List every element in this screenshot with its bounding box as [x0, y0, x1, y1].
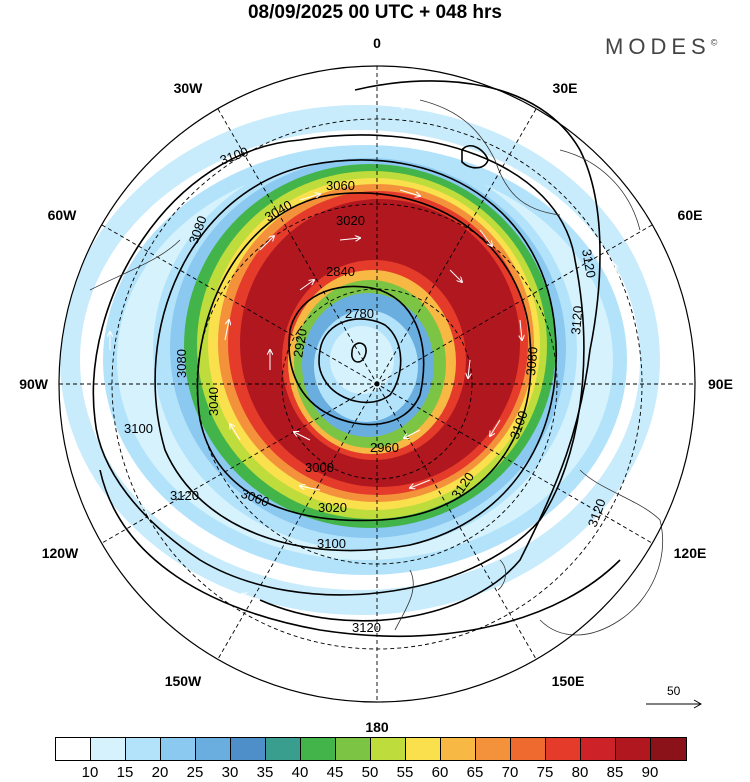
colorbar-swatch [511, 738, 546, 760]
colorbar-swatch [266, 738, 301, 760]
colorbar-tick-label: 70 [501, 764, 519, 781]
contour-label: 3040 [206, 387, 221, 416]
colorbar-tick-label: 75 [536, 764, 554, 781]
copyright-mark: © [710, 37, 718, 48]
colorbar-tick-label: 45 [326, 764, 344, 781]
colorbar-swatch [651, 738, 686, 760]
colorbar-swatch [161, 738, 196, 760]
lon-label-120e: 120E [674, 545, 707, 561]
contour-label: 2780 [345, 306, 374, 321]
contour-label: 3020 [336, 213, 365, 228]
coastlines [89, 99, 663, 636]
height-contours [92, 80, 621, 637]
contour-label: 2960 [370, 440, 399, 455]
lon-label-0: 0 [373, 35, 381, 51]
lon-label-60e: 60E [678, 207, 703, 223]
lon-label-150w: 150W [165, 673, 202, 689]
contour-label: 3080 [523, 346, 540, 376]
colorbar-swatch [231, 738, 266, 760]
colorbar-tick-label: 80 [571, 764, 589, 781]
colorbar-swatch [616, 738, 651, 760]
contour-label: 3000 [305, 460, 334, 475]
contour-label: 2920 [290, 327, 310, 358]
lon-label-90e: 90E [708, 376, 733, 392]
contour-label: 3020 [318, 500, 347, 515]
reference-vector-label: 50 [667, 684, 681, 698]
colorbar-swatch [581, 738, 616, 760]
map-title: 08/09/2025 00 UTC + 048 hrs [247, 2, 503, 23]
globe-outline [58, 65, 696, 703]
reference-vector [646, 699, 703, 709]
colorbar-swatch [196, 738, 231, 760]
colorbar-tick-label: 55 [396, 764, 414, 781]
colorbar-tick-label: 25 [186, 764, 204, 781]
colorbar-tick-label: 10 [81, 764, 99, 781]
contour-label: 3120 [579, 248, 599, 279]
colorbar-swatch [126, 738, 161, 760]
colorbar-swatch [336, 738, 371, 760]
colorbar-tick-label: 90 [641, 764, 659, 781]
north-pole-marker [374, 381, 380, 387]
contour-label: 3080 [174, 349, 189, 378]
lon-label-30w: 30W [174, 80, 204, 96]
colorbar-swatch [406, 738, 441, 760]
contour-label: 3120 [352, 620, 381, 635]
colorbar-swatch [91, 738, 126, 760]
lon-label-150e: 150E [552, 673, 585, 689]
contour-label: 3100 [124, 421, 153, 436]
colorbar-swatch [546, 738, 581, 760]
lon-label-180: 180 [365, 719, 389, 735]
wind-vectors [110, 106, 632, 621]
colorbar-swatch [56, 738, 91, 760]
contour-label: 3060 [326, 178, 355, 193]
colorbar-swatch [371, 738, 406, 760]
colorbar-tick-label: 65 [466, 764, 484, 781]
colorbar-tick-label: 35 [256, 764, 274, 781]
contour-label: 3120 [170, 488, 199, 503]
colorbar-tick-label: 20 [151, 764, 169, 781]
lon-label-30e: 30E [553, 80, 578, 96]
contour-label: 3120 [568, 305, 585, 335]
lon-label-120w: 120W [42, 545, 79, 561]
colorbar [55, 737, 687, 761]
colorbar-tick-label: 85 [606, 764, 624, 781]
contour-label: 3100 [317, 536, 346, 551]
colorbar-swatch [476, 738, 511, 760]
colorbar-tick-label: 50 [361, 764, 379, 781]
contour-label: 2840 [326, 264, 355, 279]
brand-logo: MODES© [605, 34, 717, 60]
colorbar-tick-label: 30 [221, 764, 239, 781]
colorbar-tick-label: 40 [291, 764, 309, 781]
brand-name: MODES [605, 34, 711, 59]
colorbar-tick-label: 60 [431, 764, 449, 781]
colorbar-swatch [441, 738, 476, 760]
colorbar-swatch [301, 738, 336, 760]
lon-label-90w: 90W [19, 376, 49, 392]
colorbar-tick-label: 15 [116, 764, 134, 781]
lon-label-60w: 60W [48, 207, 78, 223]
